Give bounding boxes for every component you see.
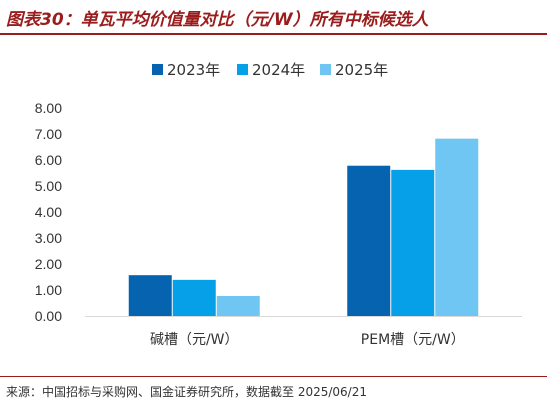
legend-swatch-0 xyxy=(152,64,163,75)
bar-0-1 xyxy=(172,279,216,316)
y-tick-label: 3.00 xyxy=(35,230,62,246)
x-category-label: PEM槽（元/W） xyxy=(361,332,465,348)
chart-legend: 2023年 2024年 2025年 xyxy=(152,61,388,79)
y-tick-label: 8.00 xyxy=(35,100,62,116)
legend-swatch-1 xyxy=(237,64,248,75)
bar-1-0 xyxy=(347,165,391,316)
bar-0-0 xyxy=(128,275,172,316)
figure-title: 图表30：单瓦平均价值量对比（元/W）所有中标候选人 xyxy=(6,10,429,30)
x-axis: 碱槽（元/W） PEM槽（元/W） xyxy=(85,316,522,348)
bar-1-1 xyxy=(391,169,435,316)
bar-0-2 xyxy=(216,295,260,316)
source-note: 来源：中国招标与采购网、国金证券研究所，数据截至 2025/06/21 xyxy=(6,385,367,399)
legend-label-1: 2024年 xyxy=(252,61,305,79)
title-divider xyxy=(0,33,547,35)
source-divider xyxy=(0,376,547,377)
bar-1-2 xyxy=(435,138,479,316)
legend-label-2: 2025年 xyxy=(335,61,388,79)
y-tick-label: 1.00 xyxy=(35,282,62,298)
legend-label-0: 2023年 xyxy=(167,61,220,79)
y-tick-label: 2.00 xyxy=(35,256,62,272)
x-category-label: 碱槽（元/W） xyxy=(150,332,239,348)
y-tick-label: 0.00 xyxy=(35,308,62,324)
y-tick-label: 7.00 xyxy=(35,126,62,142)
bar-chart: 2023年 2024年 2025年 0.00 1.00 2.00 3.00 4.00 5.00… xyxy=(35,61,522,348)
y-axis: 0.00 1.00 2.00 3.00 4.00 5.00 6.00 7.00 8.00 xyxy=(35,100,62,324)
legend-swatch-2 xyxy=(320,64,331,75)
y-tick-label: 4.00 xyxy=(35,204,62,220)
y-tick-label: 5.00 xyxy=(35,178,62,194)
figure-title-bar: 图表30：单瓦平均价值量对比（元/W）所有中标候选人 xyxy=(0,0,547,35)
bars-group xyxy=(128,138,479,316)
y-tick-label: 6.00 xyxy=(35,152,62,168)
